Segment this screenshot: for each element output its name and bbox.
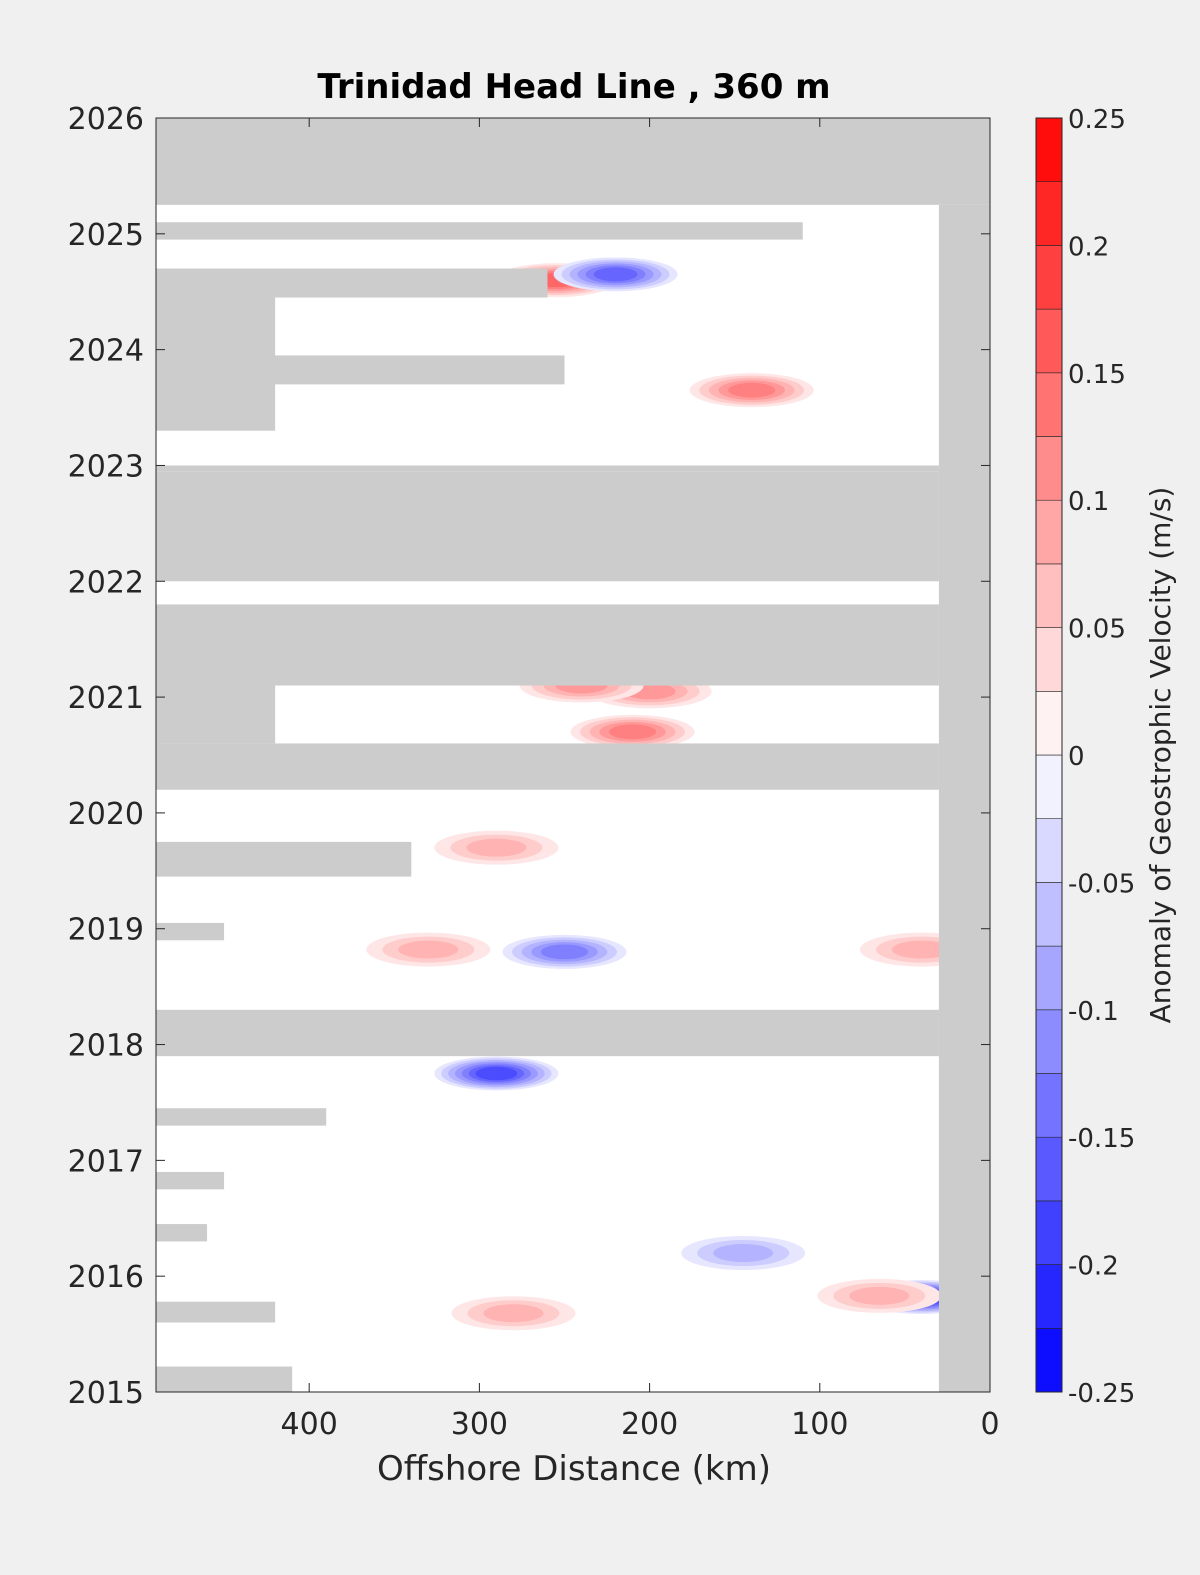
colorbar-tick-label: 0.25 <box>1068 105 1126 135</box>
y-tick-label: 2017 <box>68 1144 144 1179</box>
colorbar-segment <box>1035 1328 1063 1393</box>
colorbar-segment <box>1035 1009 1063 1074</box>
y-tick-label: 2015 <box>68 1376 144 1411</box>
y-tick-label: 2024 <box>68 334 144 369</box>
x-axis: 400 300 200 100 0 <box>281 118 1000 1442</box>
colorbar-segment <box>1035 117 1063 183</box>
colorbar-tick-label: 0.15 <box>1068 360 1126 390</box>
chart-title: Trinidad Head Line , 360 m <box>317 67 830 107</box>
anomaly-feature <box>689 373 814 408</box>
no-data-region <box>156 1009 939 1057</box>
y-tick-label: 2021 <box>68 681 144 716</box>
colorbar-tick-label: 0.1 <box>1068 487 1109 517</box>
colorbar-border <box>1035 117 1063 1393</box>
anomaly-feature <box>553 257 678 292</box>
plot-area <box>155 117 991 1393</box>
no-data-region <box>156 922 225 941</box>
anomaly-contour <box>398 940 459 959</box>
anomaly-contour <box>540 944 589 960</box>
no-data-region <box>156 604 939 686</box>
anomaly-contour <box>593 267 638 282</box>
anomaly-feature <box>451 1296 576 1331</box>
anomaly-feature <box>366 932 491 967</box>
colorbar-segment <box>1035 563 1063 628</box>
no-data-region <box>156 222 803 240</box>
anomaly-contour <box>713 1244 774 1263</box>
anomaly-contour <box>728 382 776 398</box>
no-data-region <box>156 291 276 431</box>
colorbar-segment <box>1035 1136 1063 1202</box>
colorbar-segment <box>1035 1200 1063 1265</box>
anomaly-feature <box>570 714 695 749</box>
x-axis-label: Offshore Distance (km) <box>377 1449 771 1489</box>
colorbar-segment <box>1035 308 1063 374</box>
y-tick-label: 2016 <box>68 1260 144 1295</box>
no-data-region <box>156 841 412 877</box>
colorbar-tick-label: -0.25 <box>1068 1379 1135 1409</box>
y-tick-label: 2025 <box>68 218 144 253</box>
plot-border <box>155 117 991 1393</box>
anomaly-feature <box>434 1056 559 1091</box>
y-tick-label: 2020 <box>68 797 144 832</box>
y-axis: 2015 2016 2017 2018 2019 2020 2021 2022 2023 2024… <box>68 102 990 1411</box>
colorbar-segment <box>1035 499 1063 565</box>
colorbar-segment <box>1035 754 1063 820</box>
anomaly-feature <box>502 934 627 969</box>
y-tick-label: 2022 <box>68 565 144 600</box>
x-tick-label: 200 <box>621 1407 678 1442</box>
colorbar-segment <box>1035 945 1063 1011</box>
anomaly-contour <box>608 724 657 740</box>
colorbar-tick-label: -0.05 <box>1068 869 1135 899</box>
colorbar-tick-label: -0.15 <box>1068 1124 1135 1154</box>
colorbar-segment <box>1035 1073 1063 1138</box>
no-data-region <box>938 204 990 1392</box>
colorbar-segment <box>1035 1264 1063 1329</box>
colorbar-tick-label: 0.2 <box>1068 232 1109 262</box>
colorbar-segment <box>1035 818 1063 883</box>
colorbar-tick-label: -0.2 <box>1068 1252 1119 1282</box>
colorbar-tick-label: -0.1 <box>1068 997 1119 1027</box>
no-data-region <box>156 118 990 205</box>
no-data-mask <box>156 118 990 1392</box>
colorbar-segment <box>1035 181 1063 246</box>
colorbar-tick-label: 0 <box>1068 742 1085 772</box>
x-tick-label: 100 <box>791 1407 848 1442</box>
no-data-region <box>156 465 939 472</box>
colorbar-segment <box>1035 436 1063 501</box>
anomaly-feature <box>817 1278 942 1313</box>
y-tick-label: 2018 <box>68 1029 144 1064</box>
no-data-region <box>156 1301 276 1323</box>
no-data-region <box>156 743 939 790</box>
colorbar-segment <box>1035 690 1063 756</box>
x-tick-label: 300 <box>451 1407 508 1442</box>
colorbar-tick-label: 0.05 <box>1068 615 1126 645</box>
no-data-region <box>156 685 276 744</box>
colorbar-segment <box>1035 627 1063 692</box>
no-data-region <box>156 1171 225 1190</box>
anomaly-contour <box>891 940 952 959</box>
no-data-region <box>156 471 939 582</box>
anomaly-feature <box>681 1236 806 1271</box>
x-tick-label: 0 <box>980 1407 999 1442</box>
y-tick-label: 2019 <box>68 913 144 948</box>
anomaly-contour <box>466 838 527 857</box>
y-tick-label: 2023 <box>68 449 144 484</box>
colorbar: -0.25 -0.2 -0.15 -0.1 -0.05 0 0.05 0.1 0.15 0.2 0.… <box>1035 105 1135 1409</box>
anomaly-contour <box>849 1286 910 1305</box>
colorbar-segment <box>1035 245 1063 310</box>
y-tick-label: 2026 <box>68 102 144 137</box>
anomaly-feature <box>434 830 559 865</box>
no-data-region <box>156 1224 208 1242</box>
x-tick-label: 400 <box>281 1407 338 1442</box>
colorbar-segment <box>1035 372 1063 437</box>
colorbar-segment <box>1035 882 1063 947</box>
anomaly-contour <box>475 1066 518 1081</box>
no-data-region <box>156 1366 293 1392</box>
colorbar-label: Anomaly of Geostrophic Velocity (m/s) <box>1144 487 1177 1024</box>
no-data-region <box>156 1108 327 1126</box>
anomaly-contour <box>483 1304 544 1323</box>
